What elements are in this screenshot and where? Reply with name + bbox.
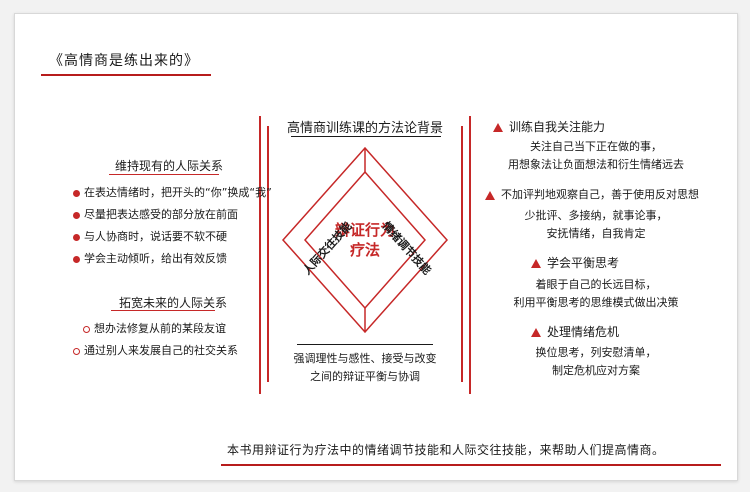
list-item: 想办法修复从前的某段友谊 <box>83 320 226 336</box>
right-section4-line-2: 制定危机应对方案 <box>552 364 640 377</box>
list-item: 尽量把表达感受的部分放在前面 <box>73 206 238 222</box>
center-heading: 高情商训练课的方法论背景 <box>286 121 443 136</box>
left-section2-heading: 拓宽未来的人际关系 <box>119 296 228 310</box>
center-bottom-rule <box>297 344 433 345</box>
triangle-icon <box>493 123 503 132</box>
right-section3-line-2: 利用平衡思考的思维模式做出决策 <box>513 296 679 309</box>
right-section4-line-1: 换位思考，列安慰清单， <box>535 346 657 359</box>
footer-rule <box>221 464 721 466</box>
bullet-icon <box>73 211 80 219</box>
title-underline <box>41 74 211 76</box>
mindmap-card: 《高情商是练出来的》 维持现有的人际关系 在表达情绪时，把开头的“你”换成“我”… <box>14 13 738 481</box>
list-item: 通过别人来发展自己的社交关系 <box>73 342 238 358</box>
footer-summary: 本书用辩证行为疗法中的情绪调节技能和人际交往技能，来帮助人们提高情商。 <box>227 443 665 457</box>
left-section1-rule <box>109 174 219 175</box>
right-section1-line-1: 关注自己当下正在做的事， <box>530 140 662 153</box>
list-item: 在表达情绪时，把开头的“你”换成“我” <box>73 184 272 200</box>
right-section2-line-1: 少批评、多接纳，就事论事， <box>524 209 668 222</box>
triangle-icon <box>485 190 495 200</box>
page-title: 《高情商是练出来的》 <box>49 53 199 69</box>
diamond-line-1: 辩证行为 <box>334 221 395 239</box>
right-section1-heading: 训练自我关注能力 <box>493 118 605 135</box>
right-section1-line-2: 用想象法让负面想法和衍生情绪远去 <box>508 158 684 171</box>
triangle-icon <box>531 259 541 268</box>
bullet-icon <box>73 189 80 197</box>
left-section1-heading: 维持现有的人际关系 <box>115 159 224 173</box>
divider-right-inner <box>461 126 463 382</box>
bullet-icon <box>73 233 80 241</box>
bullet-icon <box>83 325 90 333</box>
center-bottom-line-2: 之间的辩证平衡与协调 <box>310 370 420 383</box>
divider-right-outer <box>469 116 471 394</box>
list-item: 与人协商时，说话要不软不硬 <box>73 228 227 244</box>
center-bottom-line-1: 强调理性与感性、接受与改变 <box>293 352 437 365</box>
bullet-icon <box>73 255 80 263</box>
center-heading-rule <box>291 136 441 137</box>
diamond-graphic <box>281 146 449 334</box>
right-section3-heading: 学会平衡思考 <box>531 254 619 271</box>
right-section3-line-1: 着眼于自己的长远目标， <box>535 278 657 291</box>
list-item: 学会主动倾听，给出有效反馈 <box>73 250 227 266</box>
right-section2-line-2: 安抚情绪，自我肯定 <box>546 227 646 240</box>
divider-left-outer <box>259 116 261 394</box>
diamond-center-label: 辩证行为 疗法 <box>315 220 415 260</box>
bullet-icon <box>73 347 80 355</box>
right-section4-heading: 处理情绪危机 <box>531 323 619 340</box>
diamond-line-2: 疗法 <box>349 241 380 259</box>
right-section2-heading: 不加评判地观察自己，善于使用反对思想 <box>485 186 699 202</box>
left-section2-rule <box>111 310 215 311</box>
triangle-icon <box>531 328 541 337</box>
divider-left-inner <box>267 126 269 382</box>
